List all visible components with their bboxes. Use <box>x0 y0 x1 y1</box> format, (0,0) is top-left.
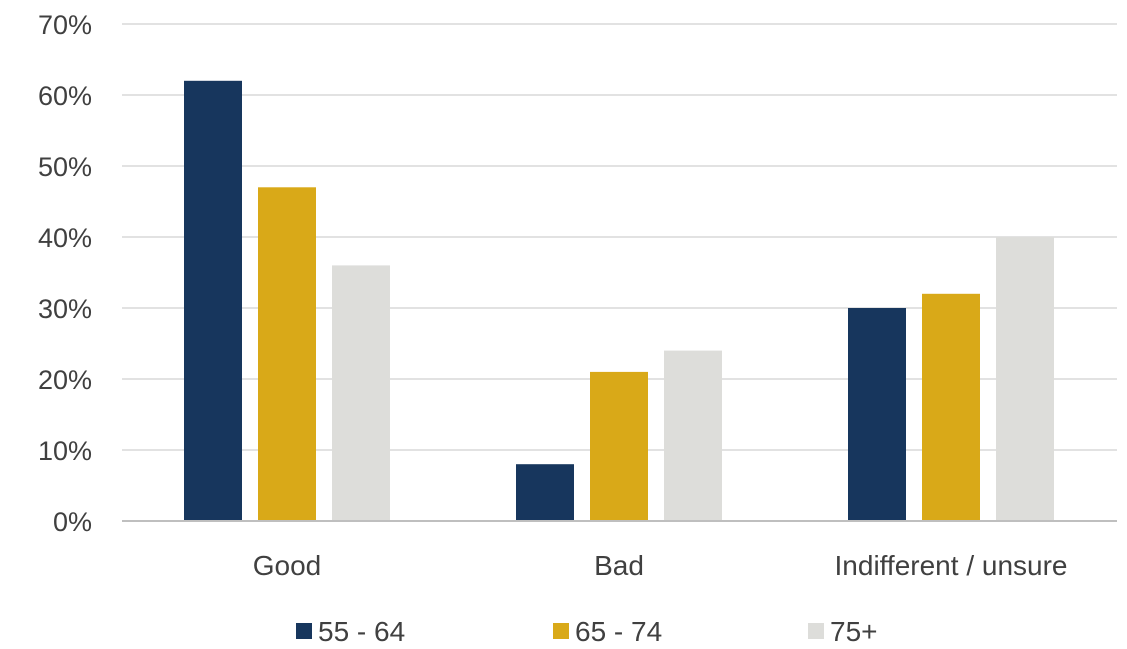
y-tick-label: 70% <box>38 10 92 40</box>
y-tick-label: 20% <box>38 365 92 395</box>
y-tick-label: 60% <box>38 81 92 111</box>
legend-swatch <box>808 623 824 639</box>
y-tick-label: 40% <box>38 223 92 253</box>
x-category-label: Bad <box>594 550 644 581</box>
x-category-label: Indifferent / unsure <box>835 550 1068 581</box>
bar <box>922 293 980 521</box>
y-tick-label: 10% <box>38 436 92 466</box>
legend-label: 55 - 64 <box>318 616 405 647</box>
bar <box>664 350 722 521</box>
bar <box>996 237 1054 521</box>
y-tick-label: 50% <box>38 152 92 182</box>
bar <box>516 464 574 521</box>
legend-label: 75+ <box>830 616 878 647</box>
y-tick-label: 0% <box>53 507 92 537</box>
legend: 55 - 64 65 - 74 75+ <box>296 616 878 647</box>
legend-swatch <box>553 623 569 639</box>
y-tick-label: 30% <box>38 294 92 324</box>
bar <box>332 265 390 521</box>
y-axis-tick-labels: 0% 10% 20% 30% 40% 50% 60% 70% <box>38 10 92 537</box>
bar <box>184 80 242 522</box>
bar <box>258 187 316 522</box>
bar <box>590 371 648 521</box>
legend-label: 65 - 74 <box>575 616 662 647</box>
x-category-label: Good <box>253 550 322 581</box>
bar <box>848 308 906 521</box>
x-axis-category-labels: Good Bad Indifferent / unsure <box>253 550 1068 581</box>
legend-swatch <box>296 623 312 639</box>
bars <box>184 80 1054 522</box>
